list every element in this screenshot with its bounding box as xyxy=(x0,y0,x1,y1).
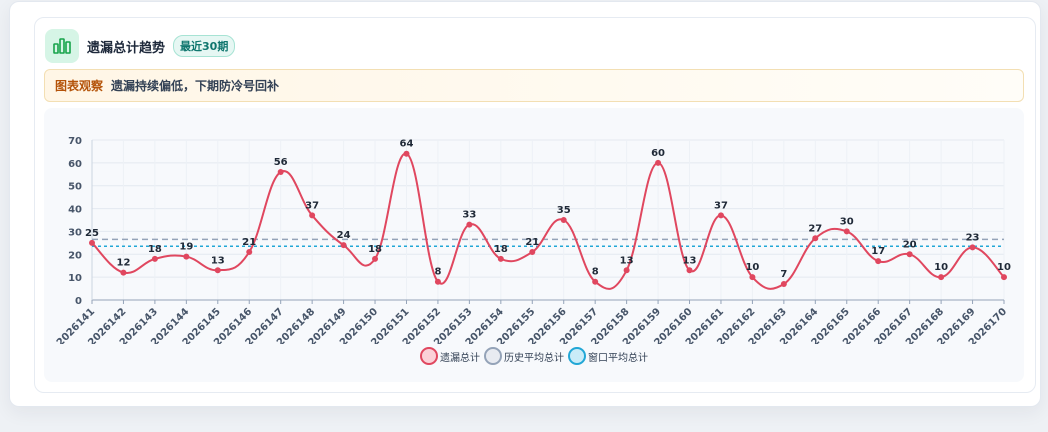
legend-label-window-avg: 窗口平均总计 xyxy=(588,352,648,364)
legend-label-history-avg: 历史平均总计 xyxy=(504,352,564,364)
y-tick-label: 50 xyxy=(68,182,82,193)
data-point xyxy=(780,281,787,287)
period-badge: 最近30期 xyxy=(173,35,236,57)
data-label: 7 xyxy=(780,269,787,280)
legend-item-history-avg[interactable]: 历史平均总计 xyxy=(484,347,564,365)
legend-item-window-avg[interactable]: 窗口平均总计 xyxy=(568,347,648,365)
data-point xyxy=(372,255,379,262)
y-tick-label: 10 xyxy=(68,273,82,284)
data-point xyxy=(560,217,567,223)
data-label: 20 xyxy=(903,239,917,250)
data-point xyxy=(655,159,662,166)
data-label: 8 xyxy=(592,267,599,278)
data-point xyxy=(938,274,945,281)
y-tick-label: 20 xyxy=(68,250,82,261)
legend-swatch-history-avg xyxy=(484,347,502,365)
data-point xyxy=(151,255,158,262)
observation-banner: 图表观察 遗漏持续偏低，下期防冷号回补 xyxy=(44,69,1024,102)
observation-label: 图表观察 xyxy=(55,79,104,93)
data-label: 10 xyxy=(745,262,759,273)
chart-area: 0 10 20 30 40 50 60 70 2026141 2026142 2026143 2026… xyxy=(44,108,1024,382)
data-point xyxy=(434,278,441,285)
trend-card: 遗漏总计趋势 最近30期 图表观察 遗漏持续偏低，下期防冷号回补 0 10 20 30… xyxy=(34,17,1036,393)
data-label: 19 xyxy=(179,242,193,253)
data-point xyxy=(1001,274,1007,281)
data-label: 56 xyxy=(274,157,288,168)
data-point xyxy=(749,274,756,281)
data-point xyxy=(89,239,95,246)
data-label: 13 xyxy=(683,255,697,266)
data-point xyxy=(309,212,316,219)
data-point xyxy=(246,249,253,255)
data-label: 13 xyxy=(211,255,225,266)
data-label: 18 xyxy=(494,244,508,255)
data-point xyxy=(214,267,221,274)
data-point xyxy=(592,278,599,285)
data-label: 13 xyxy=(620,255,634,266)
data-point xyxy=(120,269,127,276)
y-tick-label: 40 xyxy=(68,205,82,216)
data-label: 10 xyxy=(934,262,948,273)
observation-text: 遗漏持续偏低，下期防冷号回补 xyxy=(111,79,280,93)
data-label: 37 xyxy=(714,200,728,211)
data-point xyxy=(906,251,913,258)
data-label: 60 xyxy=(651,148,665,159)
y-tick-label: 0 xyxy=(75,296,82,307)
data-point xyxy=(717,212,724,219)
bar-chart-icon xyxy=(45,29,79,63)
data-point xyxy=(403,150,410,157)
y-tick-label: 30 xyxy=(68,227,82,238)
data-label: 24 xyxy=(337,230,351,241)
legend-swatch-series xyxy=(420,347,438,365)
data-label: 30 xyxy=(840,216,854,227)
data-label: 21 xyxy=(525,237,539,248)
card-title: 遗漏总计趋势 xyxy=(87,40,166,56)
data-point xyxy=(812,235,819,242)
data-label: 64 xyxy=(400,139,414,150)
data-point xyxy=(183,253,190,260)
data-label: 35 xyxy=(557,205,571,216)
data-label: 18 xyxy=(368,244,382,255)
data-point xyxy=(875,258,882,265)
data-label: 27 xyxy=(808,223,822,234)
data-point xyxy=(843,228,850,235)
data-point xyxy=(277,169,284,175)
data-label: 21 xyxy=(242,237,256,248)
data-label: 10 xyxy=(997,262,1011,273)
legend-item-series[interactable]: 遗漏总计 xyxy=(420,347,480,365)
chart-legend: 遗漏总计 历史平均总计 窗口平均总计 xyxy=(44,346,1024,366)
data-point xyxy=(340,242,347,249)
data-label: 12 xyxy=(116,258,130,269)
data-point xyxy=(969,244,976,251)
outer-panel: 遗漏总计趋势 最近30期 图表观察 遗漏持续偏低，下期防冷号回补 0 10 20 30… xyxy=(9,1,1041,407)
legend-swatch-window-avg xyxy=(568,347,586,365)
data-point xyxy=(466,221,473,228)
data-label: 33 xyxy=(462,210,476,221)
legend-label-series: 遗漏总计 xyxy=(440,352,480,364)
y-tick-label: 60 xyxy=(68,159,82,170)
data-point xyxy=(529,249,536,255)
line-chart: 0102030405060702026141202614220261432026… xyxy=(55,136,1011,349)
series-line xyxy=(91,152,1005,290)
data-point xyxy=(686,267,693,274)
data-label: 25 xyxy=(85,228,99,239)
data-point xyxy=(497,255,504,262)
data-label: 18 xyxy=(148,244,162,255)
card-header: 遗漏总计趋势 最近30期 xyxy=(45,28,236,64)
data-label: 23 xyxy=(966,232,980,243)
data-point xyxy=(623,267,630,274)
y-tick-label: 70 xyxy=(68,136,82,147)
data-label: 37 xyxy=(305,200,319,211)
data-label: 8 xyxy=(434,267,441,278)
data-label: 17 xyxy=(871,246,885,257)
